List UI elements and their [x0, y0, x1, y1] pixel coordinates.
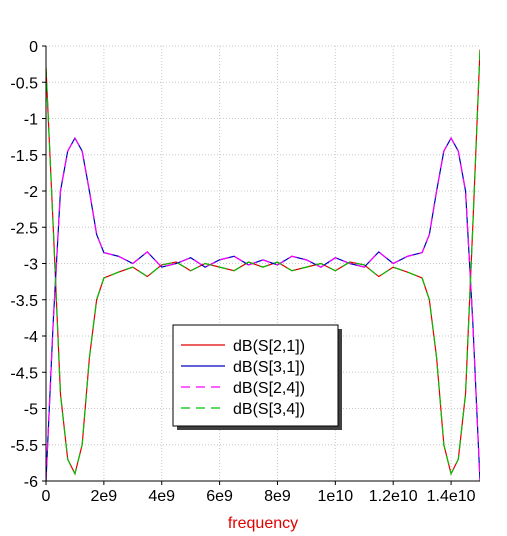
legend-label: dB(S[3,4]): [233, 401, 305, 418]
y-tick-label: -1: [24, 112, 38, 129]
y-tick-label: -4: [24, 329, 38, 346]
x-tick-label: 0: [42, 488, 51, 505]
x-tick-label: 1e10: [318, 488, 354, 505]
x-tick-label: 2e9: [91, 488, 118, 505]
y-tick-label: 0: [29, 39, 38, 56]
y-tick-label: -4.5: [10, 365, 38, 382]
x-tick-label: 4e9: [148, 488, 175, 505]
x-tick-label: 1.2e10: [369, 488, 418, 505]
y-tick-label: -6: [24, 474, 38, 491]
y-tick-label: -2.5: [10, 220, 38, 237]
x-tick-label: 6e9: [206, 488, 233, 505]
legend-label: dB(S[2,1]): [233, 338, 305, 355]
x-axis-label: frequency: [228, 515, 298, 532]
y-tick-label: -5: [24, 402, 38, 419]
legend-box: [172, 324, 339, 427]
y-tick-label: -1.5: [10, 148, 38, 165]
y-tick-label: -2: [24, 184, 38, 201]
y-tick-label: -5.5: [10, 438, 38, 455]
x-tick-label: 8e9: [264, 488, 291, 505]
y-tick-label: -3: [24, 257, 38, 274]
y-tick-label: -0.5: [10, 75, 38, 92]
series-line: [46, 136, 480, 481]
x-tick-label: 1.4e10: [427, 488, 476, 505]
series-line: [46, 49, 480, 476]
legend-label: dB(S[3,1]): [233, 359, 305, 376]
legend-label: dB(S[2,4]): [233, 380, 305, 397]
y-tick-label: -3.5: [10, 293, 38, 310]
